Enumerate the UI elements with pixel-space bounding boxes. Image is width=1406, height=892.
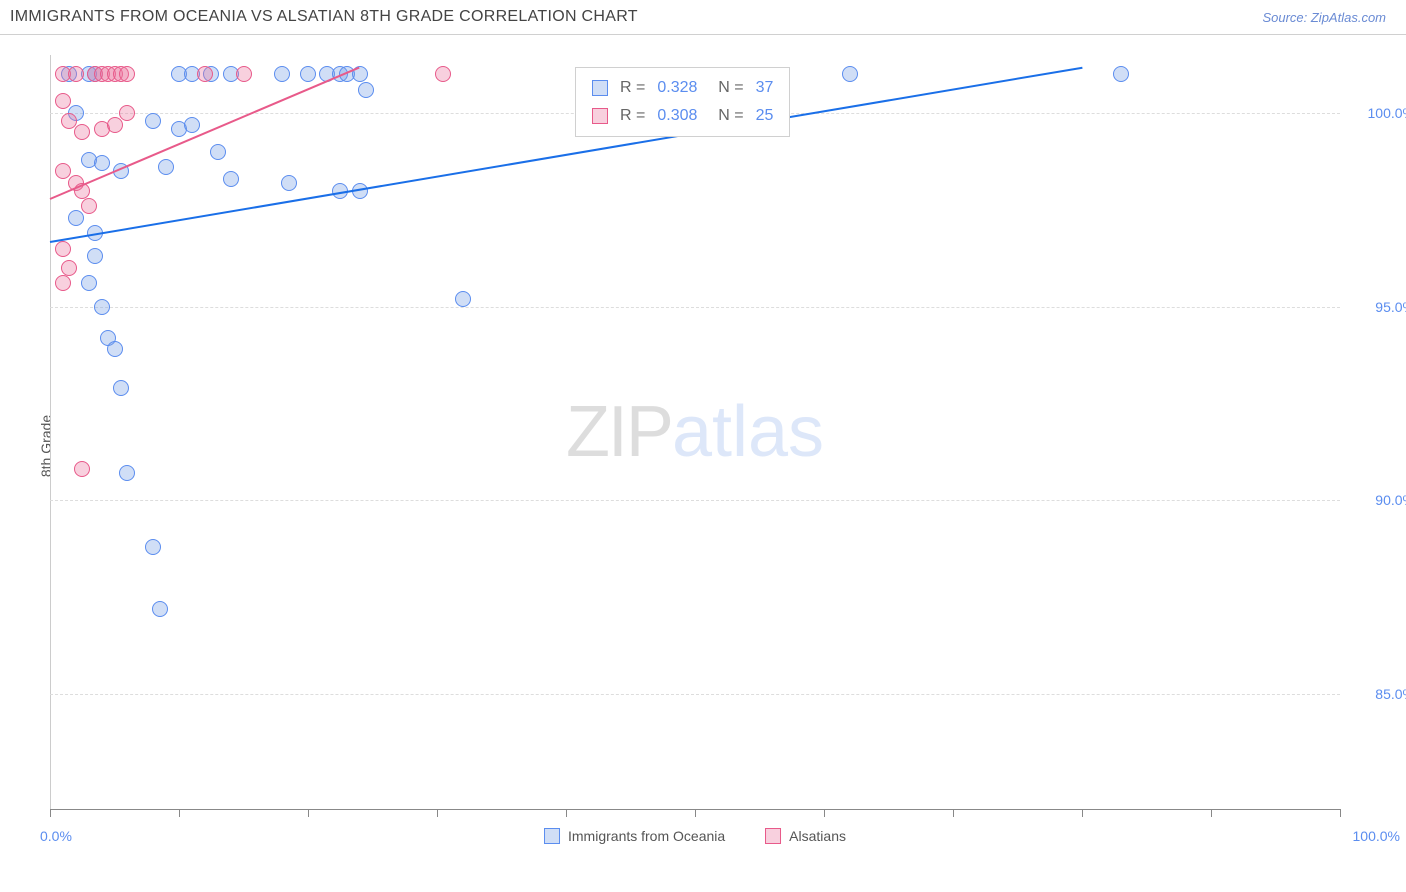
data-point <box>842 66 858 82</box>
data-point <box>184 117 200 133</box>
data-point <box>223 171 239 187</box>
watermark-atlas: atlas <box>672 392 824 472</box>
legend-swatch <box>765 828 781 844</box>
data-point <box>81 275 97 291</box>
data-point <box>94 155 110 171</box>
data-point <box>68 210 84 226</box>
data-point <box>55 275 71 291</box>
data-point <box>119 66 135 82</box>
watermark: ZIPatlas <box>566 391 824 473</box>
x-axis-max-label: 100.0% <box>1353 828 1400 844</box>
chart-title: IMMIGRANTS FROM OCEANIA VS ALSATIAN 8TH … <box>10 8 638 26</box>
y-tick-label: 100.0% <box>1350 105 1406 121</box>
x-tick <box>695 809 696 817</box>
data-point <box>107 341 123 357</box>
stats-r-label: R = <box>620 102 645 130</box>
gridline <box>50 307 1340 308</box>
watermark-zip: ZIP <box>566 392 672 472</box>
x-tick <box>953 809 954 817</box>
scatter-chart: ZIPatlas 0.0% 100.0% Immigrants from Oce… <box>50 55 1340 810</box>
y-tick-label: 85.0% <box>1350 686 1406 702</box>
data-point <box>55 163 71 179</box>
data-point <box>1113 66 1129 82</box>
data-point <box>281 175 297 191</box>
data-point <box>107 117 123 133</box>
stats-row: R = 0.328 N = 37 <box>592 74 773 102</box>
stats-r-value: 0.308 <box>657 102 697 130</box>
x-tick <box>1340 809 1341 817</box>
stats-n-label: N = <box>709 102 743 130</box>
data-point <box>94 299 110 315</box>
data-point <box>74 461 90 477</box>
data-point <box>435 66 451 82</box>
regression-line <box>50 67 1082 243</box>
data-point <box>158 159 174 175</box>
y-axis-line <box>50 55 51 809</box>
data-point <box>236 66 252 82</box>
x-tick <box>50 809 51 817</box>
data-point <box>87 248 103 264</box>
data-point <box>152 601 168 617</box>
data-point <box>61 113 77 129</box>
data-point <box>358 82 374 98</box>
x-tick <box>1082 809 1083 817</box>
data-point <box>119 465 135 481</box>
x-tick <box>437 809 438 817</box>
data-point <box>81 198 97 214</box>
data-point <box>145 539 161 555</box>
data-point <box>300 66 316 82</box>
data-point <box>113 380 129 396</box>
data-point <box>74 124 90 140</box>
data-point <box>455 291 471 307</box>
data-point <box>210 144 226 160</box>
legend-swatch <box>544 828 560 844</box>
gridline <box>50 500 1340 501</box>
data-point <box>197 66 213 82</box>
legend-item: Immigrants from Oceania <box>544 828 725 844</box>
legend-label: Immigrants from Oceania <box>568 828 725 844</box>
gridline <box>50 694 1340 695</box>
chart-header: IMMIGRANTS FROM OCEANIA VS ALSATIAN 8TH … <box>0 0 1406 35</box>
data-point <box>145 113 161 129</box>
stats-n-label: N = <box>709 74 743 102</box>
legend-item: Alsatians <box>765 828 846 844</box>
data-point <box>119 105 135 121</box>
x-tick <box>824 809 825 817</box>
legend-label: Alsatians <box>789 828 846 844</box>
stats-n-value: 25 <box>756 102 774 130</box>
stats-row: R = 0.308 N = 25 <box>592 102 773 130</box>
stats-r-label: R = <box>620 74 645 102</box>
y-tick-label: 95.0% <box>1350 299 1406 315</box>
data-point <box>68 66 84 82</box>
source-attribution: Source: ZipAtlas.com <box>1262 10 1386 25</box>
legend: Immigrants from Oceania Alsatians <box>544 828 846 844</box>
series-swatch <box>592 80 608 96</box>
data-point <box>55 93 71 109</box>
x-axis-min-label: 0.0% <box>40 828 72 844</box>
data-point <box>61 260 77 276</box>
stats-n-value: 37 <box>756 74 774 102</box>
x-tick <box>308 809 309 817</box>
y-tick-label: 90.0% <box>1350 492 1406 508</box>
x-tick <box>1211 809 1212 817</box>
series-swatch <box>592 108 608 124</box>
data-point <box>55 241 71 257</box>
x-tick <box>566 809 567 817</box>
data-point <box>274 66 290 82</box>
stats-box: R = 0.328 N = 37R = 0.308 N = 25 <box>575 67 790 137</box>
stats-r-value: 0.328 <box>657 74 697 102</box>
x-tick <box>179 809 180 817</box>
